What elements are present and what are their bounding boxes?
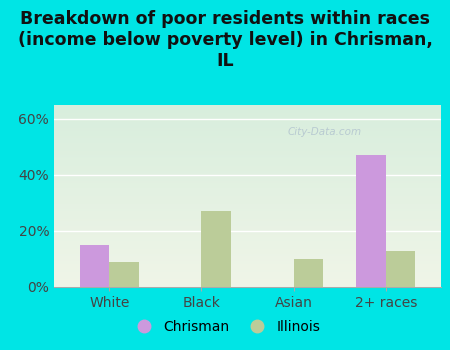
Text: City-Data.com: City-Data.com bbox=[288, 127, 362, 137]
Bar bbox=[202, 211, 231, 287]
Bar bbox=[80, 245, 109, 287]
Bar bbox=[386, 251, 415, 287]
Text: Breakdown of poor residents within races
(income below poverty level) in Chrisma: Breakdown of poor residents within races… bbox=[18, 10, 432, 70]
Legend: Chrisman, Illinois: Chrisman, Illinois bbox=[124, 314, 326, 340]
Bar bbox=[293, 259, 323, 287]
Bar bbox=[109, 262, 139, 287]
Bar bbox=[356, 155, 386, 287]
